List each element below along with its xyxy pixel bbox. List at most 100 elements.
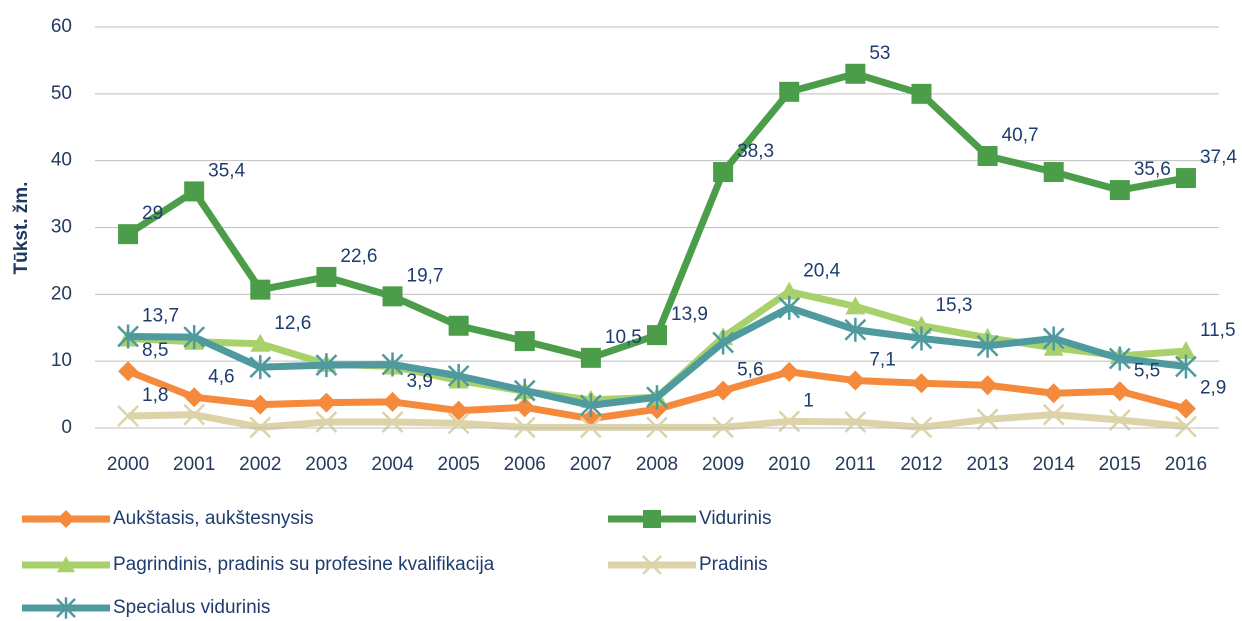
data-point xyxy=(646,416,668,439)
data-label: 12,6 xyxy=(274,313,311,334)
data-point xyxy=(1175,398,1196,419)
data-label: 13,7 xyxy=(142,305,179,326)
x-tick-label: 2011 xyxy=(835,454,876,475)
data-point xyxy=(1175,168,1196,189)
data-label: 2,9 xyxy=(1200,378,1226,399)
data-point xyxy=(911,373,932,394)
data-point xyxy=(1175,354,1197,379)
data-label: 38,3 xyxy=(737,141,774,162)
x-tick-label: 2005 xyxy=(438,454,480,475)
data-point xyxy=(910,416,933,439)
data-point xyxy=(845,370,866,391)
data-point xyxy=(977,145,998,166)
data-point xyxy=(381,352,404,377)
data-point xyxy=(579,393,602,418)
legend-marker xyxy=(57,510,75,528)
data-point xyxy=(316,266,337,287)
data-label: 1 xyxy=(803,390,814,411)
x-tick-label: 2015 xyxy=(1099,454,1141,475)
y-tick-label: 50 xyxy=(51,83,72,104)
data-label: 3,9 xyxy=(407,371,433,392)
data-point xyxy=(1043,162,1064,183)
data-point xyxy=(249,416,272,439)
data-label: 35,4 xyxy=(208,160,245,181)
legend-marker xyxy=(642,555,662,575)
data-point xyxy=(647,325,667,346)
legend-label: Aukštasis, aukštesnysis xyxy=(113,508,314,529)
data-point xyxy=(514,331,535,352)
data-point xyxy=(382,286,403,307)
data-point xyxy=(118,361,139,382)
data-point xyxy=(713,380,734,401)
data-point xyxy=(778,295,801,320)
data-label: 4,6 xyxy=(208,366,234,387)
data-point xyxy=(579,416,602,439)
data-point xyxy=(844,411,867,433)
x-tick-label: 2013 xyxy=(966,454,1008,475)
data-point xyxy=(514,397,535,418)
data-point xyxy=(447,412,470,435)
data-label: 29 xyxy=(142,203,163,224)
x-tick-label: 2010 xyxy=(768,454,810,475)
data-point xyxy=(117,405,139,427)
legend-marker xyxy=(643,510,661,528)
x-tick-label: 2007 xyxy=(570,454,612,475)
data-point xyxy=(184,181,205,202)
data-point xyxy=(1109,381,1130,402)
y-tick-label: 30 xyxy=(51,217,72,238)
data-point xyxy=(845,296,866,315)
data-point xyxy=(381,411,404,433)
data-label: 35,6 xyxy=(1134,159,1171,180)
data-point xyxy=(976,333,999,358)
data-point xyxy=(1108,409,1131,431)
data-label: 22,6 xyxy=(340,246,377,267)
data-label: 13,9 xyxy=(671,304,708,325)
x-tick-label: 2008 xyxy=(636,454,678,475)
series-line xyxy=(127,288,1187,404)
data-point xyxy=(779,81,800,102)
data-point xyxy=(315,411,338,433)
x-tick-label: 2003 xyxy=(305,454,347,475)
data-point xyxy=(1043,383,1064,404)
data-point xyxy=(250,333,271,352)
data-point xyxy=(250,279,271,300)
x-tick-label: 2000 xyxy=(107,454,149,475)
data-label: 11,5 xyxy=(1200,320,1236,341)
data-label: 40,7 xyxy=(1002,125,1039,146)
y-axis-title: Tūkst. žm. xyxy=(11,182,32,275)
data-point xyxy=(448,315,469,336)
legend-label: Pradinis xyxy=(699,554,768,575)
data-point xyxy=(911,83,932,104)
data-label: 37,4 xyxy=(1200,147,1237,168)
data-label: 20,4 xyxy=(803,261,840,282)
data-point xyxy=(646,385,668,410)
x-tick-label: 2012 xyxy=(900,454,942,475)
data-label: 10,5 xyxy=(605,327,642,348)
legend-label: Specialus vidurinis xyxy=(113,597,270,618)
data-point xyxy=(1042,326,1065,351)
data-point xyxy=(580,347,601,368)
data-point xyxy=(977,375,998,396)
x-tick-label: 2004 xyxy=(371,454,414,475)
x-tick-label: 2002 xyxy=(239,454,281,475)
data-point xyxy=(513,378,536,403)
data-point xyxy=(184,387,205,408)
data-point xyxy=(1042,403,1065,426)
y-tick-label: 60 xyxy=(51,16,72,37)
legend-label: Vidurinis xyxy=(699,508,772,529)
x-tick-label: 2006 xyxy=(504,454,546,475)
data-label: 15,3 xyxy=(935,295,972,316)
data-point xyxy=(712,416,735,439)
data-point xyxy=(118,224,139,245)
legend-label: Pagrindinis, pradinis su profesine kvali… xyxy=(113,554,495,575)
data-point xyxy=(183,403,206,426)
data-point xyxy=(315,353,338,378)
y-tick-label: 10 xyxy=(51,350,72,371)
x-tick-label: 2014 xyxy=(1033,454,1076,475)
data-point xyxy=(513,416,536,439)
y-tick-label: 40 xyxy=(51,150,72,171)
data-label: 19,7 xyxy=(407,265,444,286)
data-point xyxy=(316,392,337,413)
y-tick-label: 20 xyxy=(51,283,72,304)
legend-marker xyxy=(56,597,76,619)
